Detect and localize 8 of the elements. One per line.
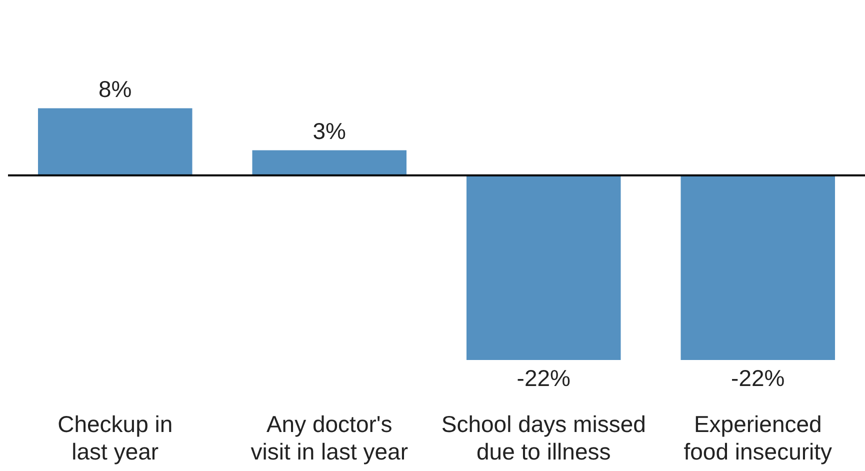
x-tick-label: Any doctor's visit in last year [250, 410, 408, 465]
x-tick-label: Checkup in last year [58, 410, 173, 465]
data-label: 3% [312, 118, 346, 144]
data-label: -22% [731, 364, 785, 391]
data-label: -22% [516, 364, 570, 391]
x-tick-label: School days missed due to illness [441, 410, 646, 465]
x-tick-label: Experienced food insecurity [684, 410, 833, 465]
data-label: 8% [98, 76, 132, 102]
